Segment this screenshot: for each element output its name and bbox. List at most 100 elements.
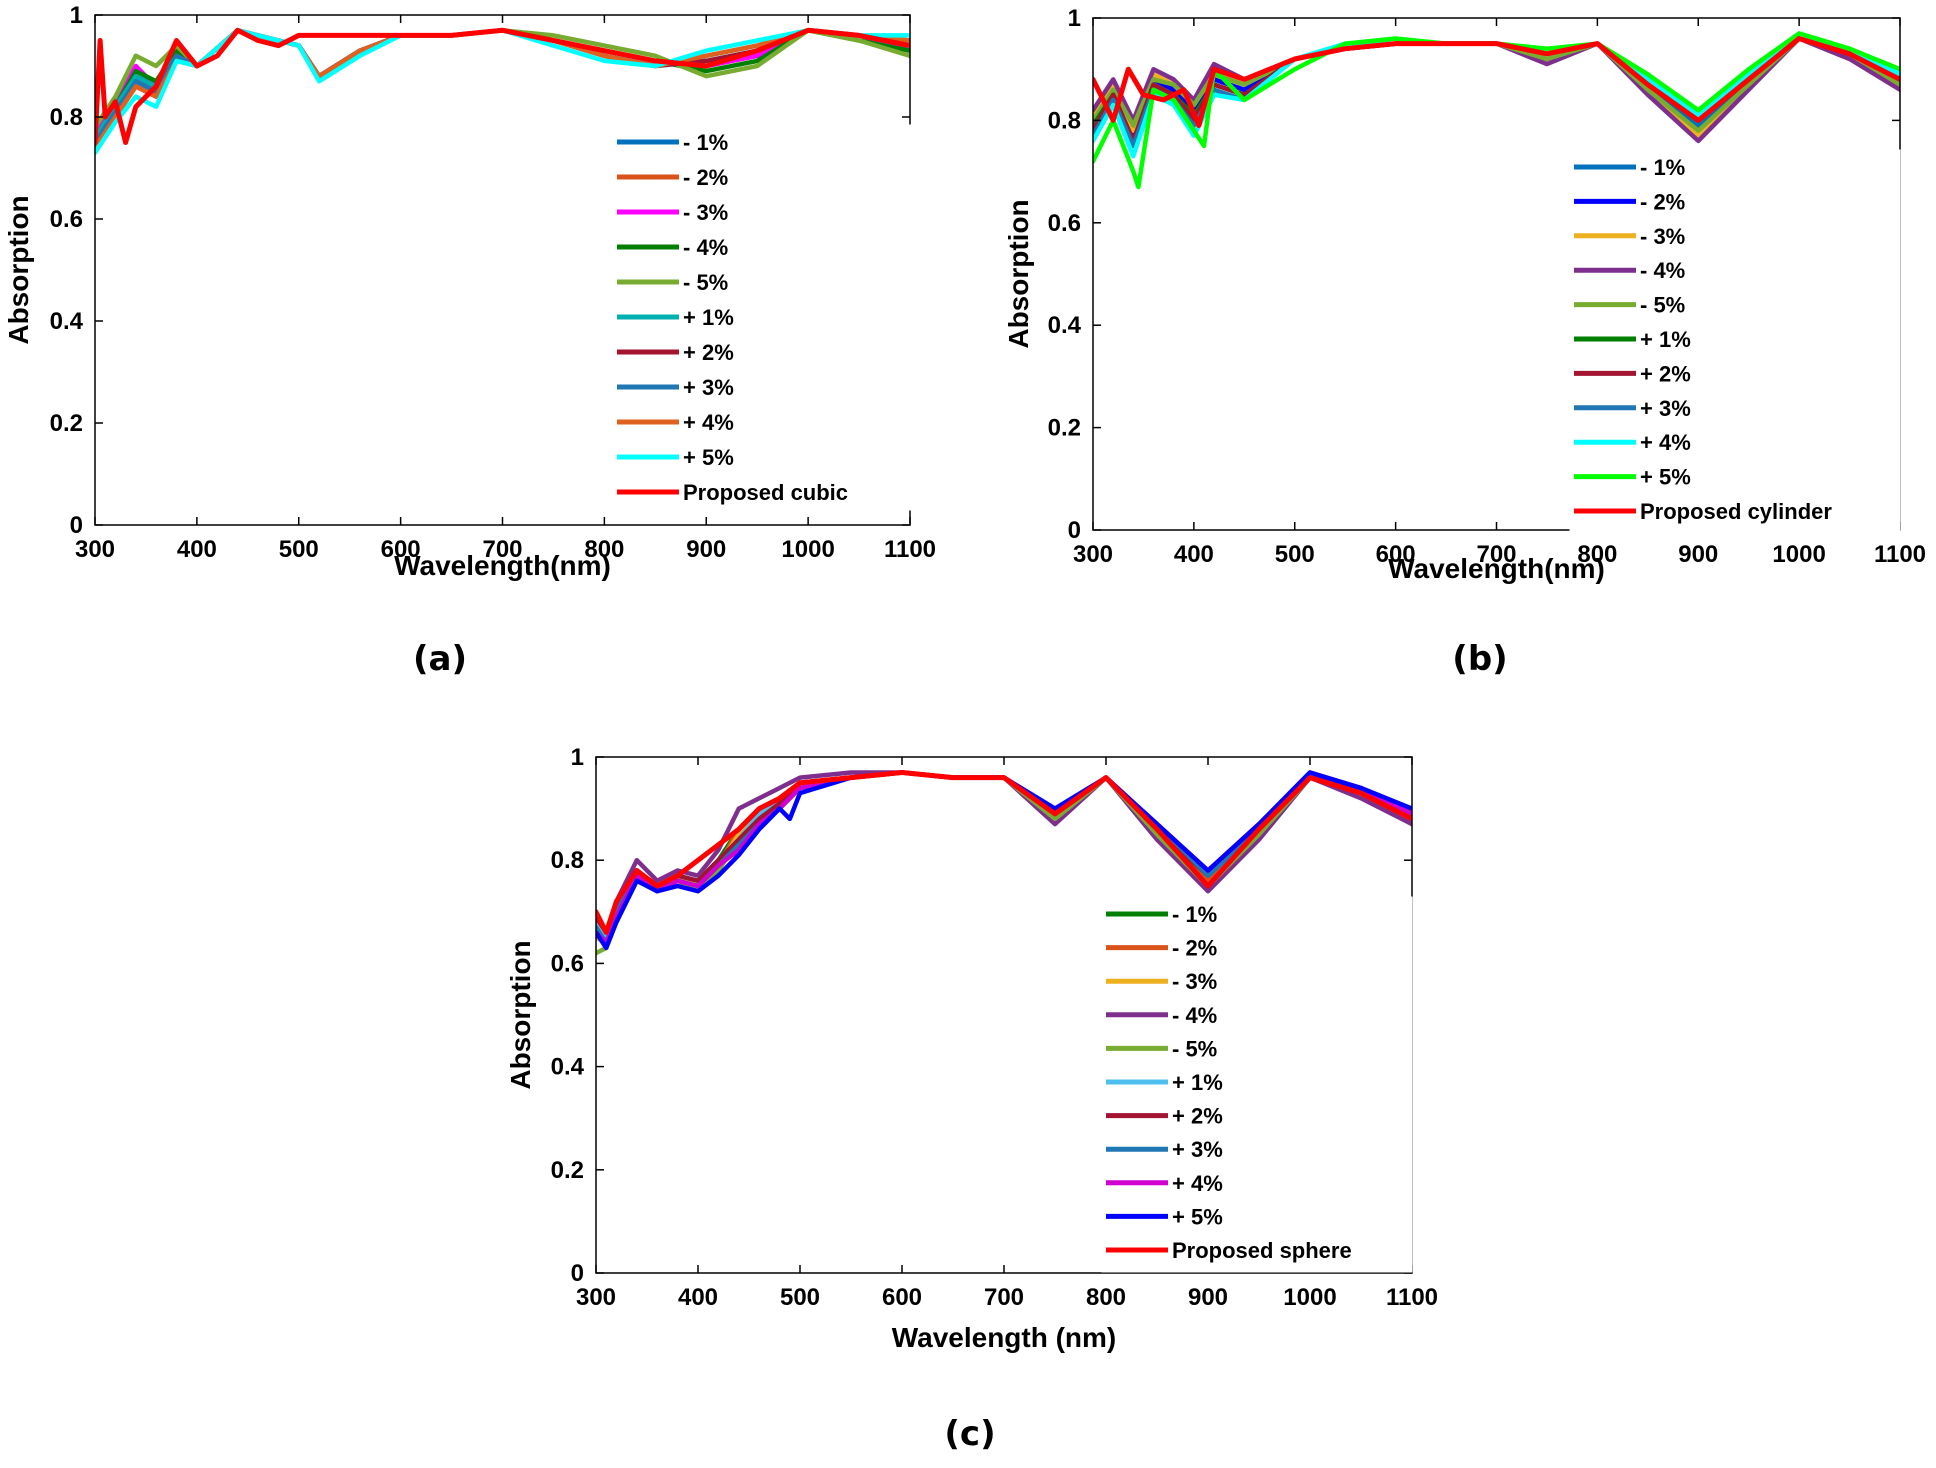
- x-tick-label: 300: [1073, 541, 1113, 568]
- legend-label: - 4%: [683, 235, 728, 260]
- series-line-10: [596, 770, 1412, 951]
- series-lines: [95, 27, 910, 155]
- x-tick-label: 600: [1376, 541, 1416, 568]
- legend-label: + 4%: [683, 410, 734, 435]
- series-line-10: [95, 28, 910, 155]
- panels: 300 400 500 600 700 800 900 1000 1100 0 0.2 0.4 0.6 0…: [3, 2, 1926, 1454]
- x-tick-label: 800: [584, 536, 624, 563]
- legend-label: - 2%: [683, 165, 728, 190]
- legend-item: - 5%: [1574, 293, 1685, 318]
- legend: - 1% - 2% - 3% - 4% - 5% + 1% + 2% + 3% + 4% + 5%…: [1101, 896, 1413, 1273]
- y-tick-label: 0: [70, 512, 83, 539]
- y-axis-label: Absorption: [3, 195, 34, 344]
- legend-item: + 2%: [1106, 1104, 1223, 1129]
- panel-label: (c): [944, 1414, 995, 1454]
- legend-item: + 4%: [1574, 430, 1691, 455]
- series-lines: [1093, 31, 1900, 190]
- legend-label: - 1%: [683, 130, 728, 155]
- y-axis-label: Absorption: [1003, 199, 1034, 348]
- legend-label: + 3%: [1172, 1137, 1223, 1162]
- x-axis-label: Wavelength(nm): [394, 550, 611, 581]
- x-axis-label: Wavelength(nm): [1388, 553, 1605, 584]
- y-tick-label: 0.4: [50, 308, 84, 335]
- y-tick-label: 0.4: [551, 1054, 585, 1081]
- legend-item: - 1%: [1574, 155, 1685, 180]
- y-tick-label: 0.8: [551, 847, 584, 874]
- legend-item: Proposed sphere: [1106, 1238, 1352, 1263]
- x-tick-label: 600: [882, 1284, 922, 1311]
- x-tick-label: 500: [279, 536, 319, 563]
- series-line-11: [596, 770, 1412, 935]
- legend-item: - 1%: [1106, 902, 1217, 927]
- legend-item: - 4%: [617, 235, 728, 260]
- legend-box: [1569, 149, 1901, 536]
- legend-label: - 1%: [1172, 902, 1217, 927]
- legend-item: - 4%: [1574, 258, 1685, 283]
- x-tick-label: 700: [1476, 541, 1516, 568]
- legend-label: - 3%: [1640, 224, 1685, 249]
- legend-label: - 3%: [683, 200, 728, 225]
- x-tick-label: 900: [1678, 541, 1718, 568]
- legend-label: + 2%: [683, 340, 734, 365]
- legend-item: + 2%: [617, 340, 734, 365]
- y-tick-label: 0.6: [50, 206, 83, 233]
- legend-item: - 2%: [617, 165, 728, 190]
- legend-label: + 3%: [683, 375, 734, 400]
- x-tick-label: 400: [678, 1284, 718, 1311]
- y-tick-label: 0.6: [1048, 210, 1081, 237]
- chart-panel-1: 300 400 500 600 700 800 900 1000 1100 0 0.2 0.4 0.6 0…: [3, 2, 936, 679]
- x-tick-label: 1100: [1386, 1284, 1438, 1311]
- y-tick-label: 0.2: [551, 1157, 584, 1184]
- legend-item: - 2%: [1574, 189, 1685, 214]
- y-tick-label: 0.6: [551, 950, 584, 977]
- legend-label: + 1%: [683, 305, 734, 330]
- x-tick-label: 800: [1577, 541, 1617, 568]
- chart-panel-3: 300 400 500 600 700 800 900 1000 1100 0 0.2 0.4 0.6 0…: [505, 744, 1438, 1454]
- x-tick-label: 1000: [781, 536, 834, 563]
- legend: - 1% - 2% - 3% - 4% - 5% + 1% + 2% + 3% + 4% + 5%…: [612, 124, 924, 511]
- legend-item: + 5%: [617, 445, 734, 470]
- legend-label: + 5%: [1640, 465, 1691, 490]
- y-tick-label: 0.4: [1048, 312, 1082, 339]
- legend-label: - 5%: [683, 270, 728, 295]
- legend-label: + 3%: [1640, 396, 1691, 421]
- series-line-10: [1093, 31, 1900, 190]
- legend-item: + 4%: [1106, 1171, 1223, 1196]
- x-tick-label: 1100: [1874, 541, 1926, 568]
- y-tick-label: 0.2: [1048, 415, 1081, 442]
- y-tick-label: 0.8: [50, 104, 83, 131]
- legend-label: + 5%: [1172, 1204, 1223, 1229]
- series-line-11: [95, 27, 910, 145]
- series-line-11: [1093, 36, 1900, 128]
- legend-label: - 2%: [1172, 936, 1217, 961]
- legend-item: + 5%: [1106, 1204, 1223, 1229]
- legend-item: - 5%: [1106, 1036, 1217, 1061]
- legend-label: - 2%: [1640, 189, 1685, 214]
- legend-label: Proposed cylinder: [1640, 499, 1832, 524]
- legend-label: Proposed cubic: [683, 480, 848, 505]
- legend-label: - 5%: [1172, 1036, 1217, 1061]
- legend-label: - 1%: [1640, 155, 1685, 180]
- x-tick-label: 300: [576, 1284, 616, 1311]
- legend-item: - 3%: [1574, 224, 1685, 249]
- legend-label: Proposed sphere: [1172, 1238, 1352, 1263]
- x-tick-label: 1100: [884, 536, 936, 563]
- legend-label: + 1%: [1640, 327, 1691, 352]
- legend: - 1% - 2% - 3% - 4% - 5% + 1% + 2% + 3% + 4% + 5%…: [1569, 149, 1901, 536]
- series-line-4: [596, 770, 1412, 935]
- y-tick-label: 1: [1068, 5, 1081, 32]
- legend-label: + 2%: [1640, 361, 1691, 386]
- legend-label: + 5%: [683, 445, 734, 470]
- y-tick-label: 0.8: [1048, 107, 1081, 134]
- legend-item: + 3%: [1106, 1137, 1223, 1162]
- legend-item: - 2%: [1106, 936, 1217, 961]
- x-tick-label: 500: [780, 1284, 820, 1311]
- legend-item: + 1%: [617, 305, 734, 330]
- legend-item: + 3%: [1574, 396, 1691, 421]
- x-tick-label: 600: [381, 536, 421, 563]
- series-lines: [596, 770, 1412, 956]
- legend-label: + 1%: [1172, 1070, 1223, 1095]
- legend-item: + 4%: [617, 410, 734, 435]
- x-tick-label: 300: [75, 536, 115, 563]
